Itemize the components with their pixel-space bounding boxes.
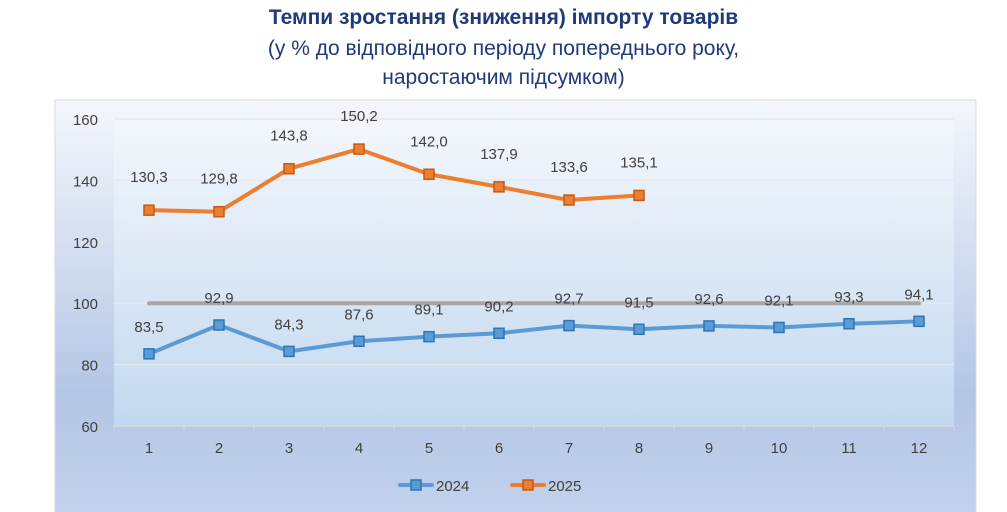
- data-point-2024: [703, 320, 715, 332]
- legend-label-2024: 2024: [436, 478, 469, 495]
- data-point-2025: [493, 181, 505, 193]
- y-tick-label: 160: [73, 112, 98, 129]
- x-tick-label: 11: [841, 440, 857, 457]
- data-label-2024: 84,3: [274, 316, 303, 333]
- x-tick-label: 12: [911, 440, 928, 457]
- chart-subtitle-line2: наростаючим підсумком): [382, 66, 625, 89]
- data-point-2024: [353, 335, 365, 348]
- data-point-2025: [633, 189, 645, 202]
- data-point-2024: [773, 321, 785, 334]
- data-label-2024: 94,1: [904, 286, 933, 303]
- y-tick-label: 100: [73, 296, 98, 313]
- data-point-2025: [213, 205, 225, 218]
- x-tick-label: 1: [145, 440, 153, 457]
- data-label-2024: 87,6: [344, 306, 373, 323]
- y-tick-label: 120: [73, 235, 98, 252]
- x-tick-label: 2: [215, 440, 223, 457]
- plot-area: [114, 119, 954, 426]
- data-label-2024: 92,9: [204, 290, 233, 307]
- data-point-2025: [563, 194, 575, 206]
- x-tick-label: 6: [495, 440, 503, 457]
- data-point-2024: [633, 323, 645, 336]
- chart-title: Темпи зростання (зниження) імпорту товар…: [268, 6, 739, 29]
- data-label-2025: 129,8: [200, 171, 238, 188]
- data-point-2025: [143, 204, 155, 216]
- data-label-2025: 150,2: [340, 108, 378, 125]
- data-point-2025: [423, 168, 435, 181]
- chart-subtitle-line1: (у % до відповідного періоду попередньог…: [267, 37, 740, 60]
- data-label-2024: 89,1: [414, 302, 443, 319]
- data-label-2024: 92,1: [764, 292, 793, 309]
- x-tick-label: 3: [285, 440, 293, 457]
- data-point-2024: [563, 319, 575, 332]
- legend-label-2025: 2025: [548, 478, 581, 495]
- x-tick-label: 9: [705, 440, 713, 457]
- data-point-2024: [843, 318, 855, 330]
- data-point-2024: [493, 327, 505, 340]
- data-label-2025: 130,3: [130, 169, 168, 186]
- data-label-2024: 90,2: [484, 298, 513, 315]
- x-tick-label: 10: [771, 440, 788, 457]
- data-label-2024: 92,7: [554, 291, 583, 308]
- data-point-2025: [283, 162, 295, 175]
- y-tick-label: 140: [73, 173, 98, 190]
- data-label-2025: 142,0: [410, 133, 448, 150]
- data-point-2025: [353, 143, 365, 155]
- data-point-2024: [283, 345, 295, 358]
- data-point-2024: [423, 330, 435, 343]
- y-tick-label: 80: [81, 358, 98, 375]
- y-tick-label: 60: [81, 419, 98, 436]
- data-label-2025: 143,8: [270, 128, 308, 145]
- series-line-2024: [148, 319, 920, 356]
- x-tick-label: 5: [425, 440, 433, 457]
- data-label-2024: 91,5: [624, 294, 653, 311]
- data-point-2024: [213, 319, 225, 331]
- x-tick-label: 8: [635, 440, 643, 457]
- data-label-2025: 137,9: [480, 146, 518, 163]
- legend-marker-2024: [410, 479, 422, 491]
- data-label-2024: 83,5: [134, 319, 163, 336]
- x-tick-label: 7: [565, 440, 573, 457]
- data-label-2024: 92,6: [694, 291, 723, 308]
- series-line-2025: [148, 147, 640, 214]
- data-label-2025: 133,6: [550, 159, 588, 176]
- legend-marker-2025: [522, 479, 534, 491]
- data-label-2025: 135,1: [620, 154, 658, 171]
- x-tick-label: 4: [355, 440, 363, 457]
- data-point-2024: [913, 315, 925, 328]
- data-point-2024: [143, 348, 155, 360]
- data-label-2024: 93,3: [834, 289, 863, 306]
